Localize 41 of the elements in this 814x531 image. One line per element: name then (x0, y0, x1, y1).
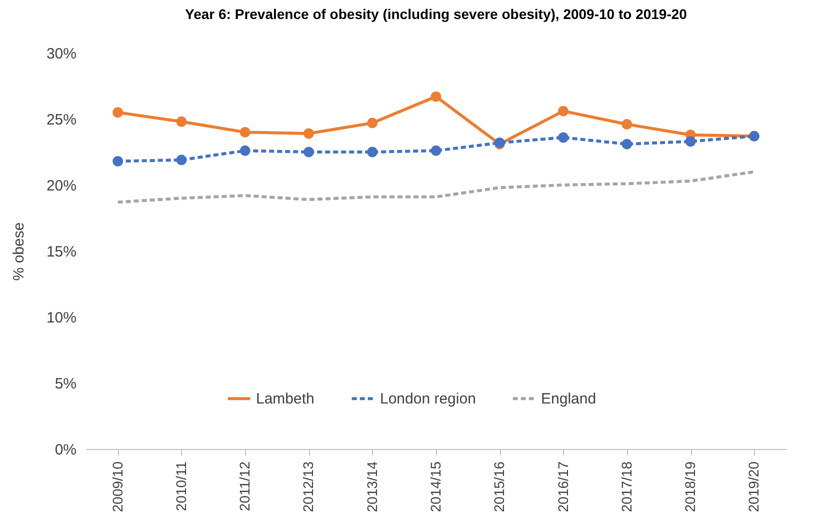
point (622, 138, 632, 150)
point (622, 119, 632, 130)
x-tick-label: 2016/17 (554, 461, 571, 512)
point (558, 132, 569, 143)
point (240, 145, 250, 156)
y-tick-label: 20% (46, 178, 76, 194)
point (685, 136, 696, 147)
point (176, 116, 187, 127)
legend-label: London region (380, 390, 476, 408)
x-tick-label: 2013/14 (364, 461, 380, 512)
chart-title: Year 6: Prevalence of obesity (including severe obesity), 2009-10 to 2019-20 (185, 6, 688, 22)
point (430, 145, 442, 156)
x-tick-label: 2012/13 (300, 461, 316, 512)
y-tick-label: 10% (46, 310, 76, 326)
point (112, 156, 124, 166)
x-tick-label: 2009/10 (109, 461, 126, 512)
y-tick-label: 30% (46, 46, 76, 62)
y-tick-label: 0% (54, 442, 76, 458)
x-tick-label: 2010/11 (172, 461, 189, 512)
x-tick-label: 2018/19 (682, 461, 698, 512)
x-tick-label: 2017/18 (618, 461, 634, 512)
y-tick-label: 25% (46, 112, 76, 128)
legend-label: England (541, 390, 596, 408)
x-tick-label: 2014/15 (428, 461, 444, 512)
x-tick-label: 2015/16 (491, 461, 508, 512)
point (112, 107, 124, 118)
point (303, 128, 314, 139)
point (176, 154, 187, 166)
line-series (116, 170, 756, 204)
point (240, 126, 250, 138)
x-tick-label: 2019/20 (746, 461, 762, 512)
point (367, 146, 378, 158)
x-tick-label: 2011/12 (236, 461, 253, 512)
y-axis-title: % obese (10, 222, 28, 281)
legend-label: Lambeth (256, 390, 314, 408)
point (558, 106, 569, 116)
point (367, 118, 378, 128)
y-tick-label: 15% (46, 244, 76, 260)
y-tick-label: 5% (54, 376, 76, 392)
point (430, 91, 442, 102)
point (303, 146, 314, 158)
